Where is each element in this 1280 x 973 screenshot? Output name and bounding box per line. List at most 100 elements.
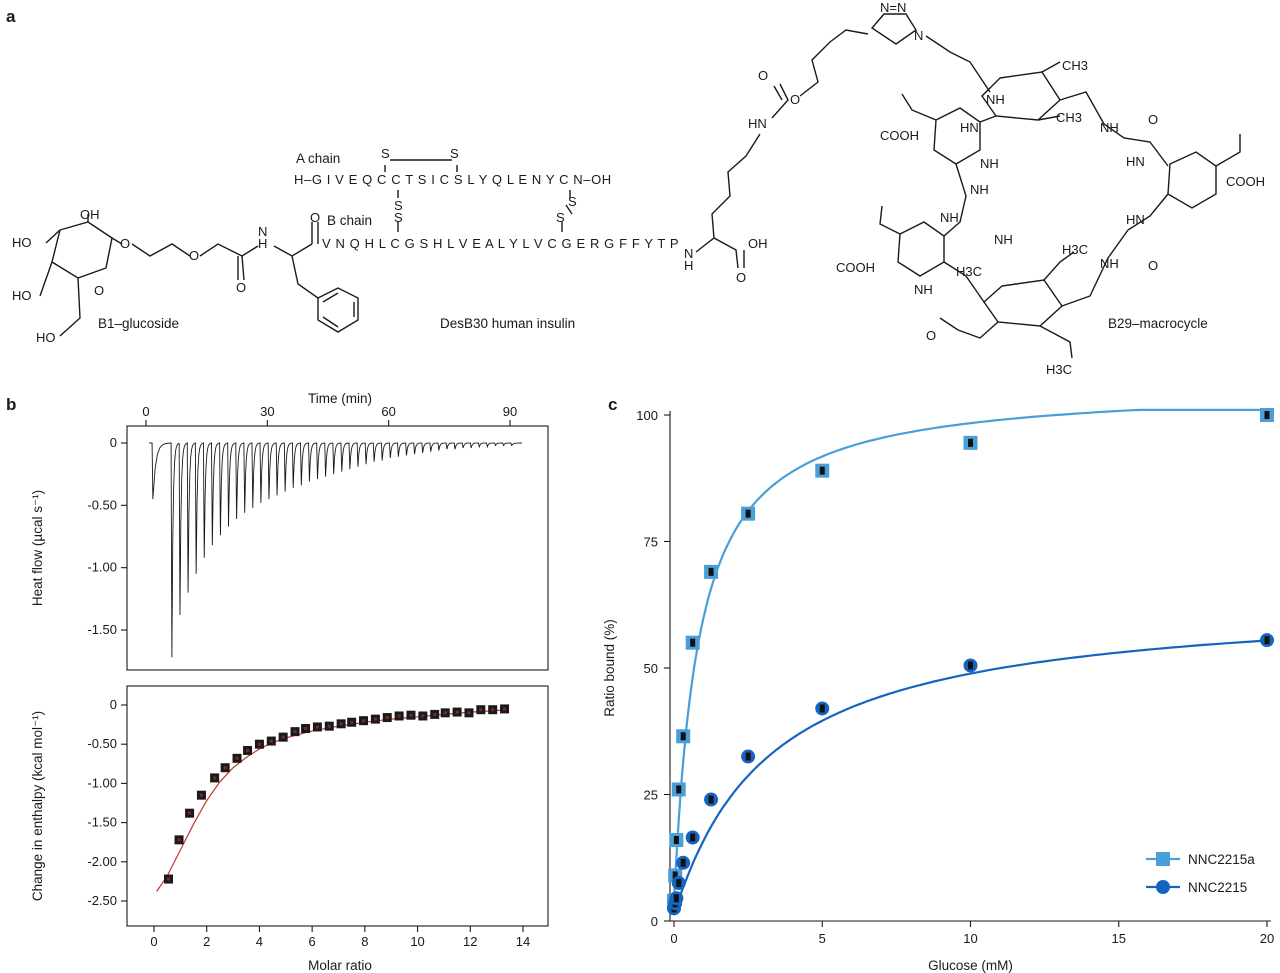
itc-bottom-xtick-label: 8 xyxy=(361,934,368,949)
atom-ho-1: HO xyxy=(12,235,32,250)
atom-ho-3: HO xyxy=(36,330,56,345)
itc-bottom-frame xyxy=(126,685,549,927)
a-chain-label: A chain xyxy=(296,151,340,166)
itc-bottom-x-label: Molar ratio xyxy=(308,958,372,973)
atom-nh-m4: NH xyxy=(980,156,999,171)
atom-o-m2: O xyxy=(1148,258,1158,273)
panel-label-a: a xyxy=(6,7,16,26)
itc-bottom-xtick-label: 12 xyxy=(463,934,477,949)
glucose-point-errorbar xyxy=(690,638,696,647)
glucose-ytick-label: 100 xyxy=(636,408,658,423)
itc-data-point-center xyxy=(281,735,285,739)
itc-data-point-center xyxy=(362,719,366,723)
itc-bottom-xtick-label: 0 xyxy=(150,934,157,949)
atom-cooh-1: COOH xyxy=(1226,174,1265,189)
itc-data-point-center xyxy=(166,877,170,881)
itc-data-point-center xyxy=(293,730,297,734)
glucose-ytick-label: 0 xyxy=(651,914,658,929)
glucose-xtick-label: 10 xyxy=(963,931,977,946)
atom-o-lys: O xyxy=(736,270,746,285)
atom-n-lys: N xyxy=(684,246,693,261)
atom-nh-m2: NH xyxy=(1100,256,1119,271)
a-chain-sequence: H–G I V E Q C C T S I C S L Y Q L E N Y … xyxy=(294,172,612,187)
atom-nh-m1: NH xyxy=(1100,120,1119,135)
atom-cooh-2: COOH xyxy=(880,128,919,143)
b-chain-sequence: V N Q H L C G S H L V E A L Y L V C G E … xyxy=(322,236,679,251)
triazole-ring xyxy=(870,13,917,45)
glucose-xtick-label: 0 xyxy=(670,931,677,946)
glucose-point-errorbar xyxy=(968,661,973,670)
atom-o-carbonyl-2: O xyxy=(310,210,320,225)
atom-oh-1: OH xyxy=(80,207,100,222)
disulfide-s-6: S xyxy=(556,210,565,225)
glucose-point-errorbar xyxy=(676,785,682,794)
glucose-point-errorbar xyxy=(745,752,751,761)
itc-bottom-ytick-label: 0 xyxy=(110,697,117,712)
itc-data-point-center xyxy=(339,722,343,726)
itc-data-point-center xyxy=(397,714,401,718)
atom-cooh-3: COOH xyxy=(836,260,875,275)
itc-bottom-xtick-label: 6 xyxy=(309,934,316,949)
atom-hn-m2: HN xyxy=(1126,212,1145,227)
itc-top-y-label: Heat flow (µcal s⁻¹) xyxy=(30,490,45,606)
glucose-ytick-label: 50 xyxy=(644,661,658,676)
glucose-ytick-label: 75 xyxy=(644,535,658,550)
itc-bottom-ytick-label: -2.00 xyxy=(87,854,117,869)
glucose-point-errorbar xyxy=(708,795,714,804)
itc-bottom-xtick-label: 2 xyxy=(203,934,210,949)
itc-data-point-center xyxy=(177,838,181,842)
atom-hn-m3: HN xyxy=(960,120,979,135)
atom-oh-lys: OH xyxy=(748,236,768,251)
itc-bottom-ytick-label: -1.00 xyxy=(87,775,117,790)
glucose-binding-plot: 0 5 10 15 20 0 25 50 75 100 Glucose (mM) Ratio boun… xyxy=(602,408,1274,973)
itc-thermogram-trace xyxy=(149,441,522,658)
itc-data-point-center xyxy=(246,748,250,752)
itc-data-point-center xyxy=(385,716,389,720)
glucoside-label: B1–glucoside xyxy=(98,316,179,331)
itc-data-point-center xyxy=(373,717,377,721)
atom-nh-m3: NH xyxy=(986,92,1005,107)
itc-bottom-xtick-label: 10 xyxy=(410,934,424,949)
itc-top-xtick-label: 60 xyxy=(381,404,395,419)
itc-binding-plot: 0 2 4 6 8 10 12 14 0 -0.50 -1.00 -1.50 -2.00 -2.50 xyxy=(87,697,530,949)
atom-hn-lys: HN xyxy=(748,116,767,131)
phenyl-ring xyxy=(317,287,359,333)
itc-data-point-center xyxy=(223,766,227,770)
panel-label-c: c xyxy=(608,395,617,414)
itc-data-point-center xyxy=(421,714,425,718)
atom-o-m3: O xyxy=(1148,112,1158,127)
glucose-ytick-label: 25 xyxy=(644,788,658,803)
panel-label-b: b xyxy=(6,395,16,414)
itc-data-point-center xyxy=(188,811,192,815)
itc-data-point-center xyxy=(479,708,483,712)
legend-marker-NNC2215 xyxy=(1156,880,1170,894)
itc-raw-plot: 0 30 60 90 0 -0.50 -1.00 -1.50 xyxy=(87,404,522,658)
itc-bottom-xtick-label: 14 xyxy=(516,934,530,949)
atom-hn-m1: HN xyxy=(1126,154,1145,169)
atom-o-ring: O xyxy=(94,283,104,298)
disulfide-s-1: S xyxy=(381,146,390,161)
itc-data-point-center xyxy=(304,727,308,731)
itc-data-point-center xyxy=(443,711,447,715)
glucose-point-errorbar xyxy=(968,438,973,447)
glucose-fit-NNC2215 xyxy=(672,639,1268,910)
disulfide-bonds xyxy=(384,159,573,232)
insulin-label: DesB30 human insulin xyxy=(440,316,575,331)
atom-h-lys: H xyxy=(684,258,693,273)
itc-fit-curve xyxy=(156,709,508,892)
atom-n-triazole: N xyxy=(914,28,923,43)
itc-bottom-xtick-label: 4 xyxy=(256,934,263,949)
atom-o-glyc: O xyxy=(120,236,130,251)
atom-h3c-1: H3C xyxy=(1062,242,1088,257)
itc-data-point-center xyxy=(503,707,507,711)
atom-nh-m7: NH xyxy=(994,232,1013,247)
disulfide-s-4: S xyxy=(394,210,403,225)
itc-data-point-center xyxy=(409,713,413,717)
glucose-point-errorbar xyxy=(690,833,696,842)
itc-bottom-ytick-label: -1.50 xyxy=(87,815,117,830)
atom-h3c-2: H3C xyxy=(956,264,982,279)
itc-data-point-center xyxy=(269,739,273,743)
itc-bottom-y-label: Change in enthalpy (kcal mol⁻¹) xyxy=(30,711,45,901)
itc-top-ytick-label: 0 xyxy=(110,435,117,450)
glucose-point-errorbar xyxy=(819,704,825,713)
